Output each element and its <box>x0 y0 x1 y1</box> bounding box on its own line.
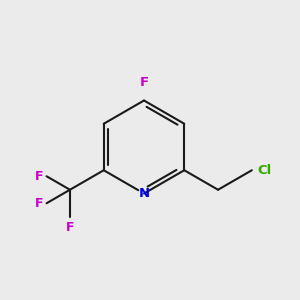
Text: F: F <box>140 76 148 89</box>
Text: F: F <box>34 197 43 210</box>
Text: F: F <box>34 170 43 183</box>
Text: Cl: Cl <box>257 164 272 177</box>
Text: F: F <box>66 221 74 234</box>
Text: N: N <box>138 187 150 200</box>
